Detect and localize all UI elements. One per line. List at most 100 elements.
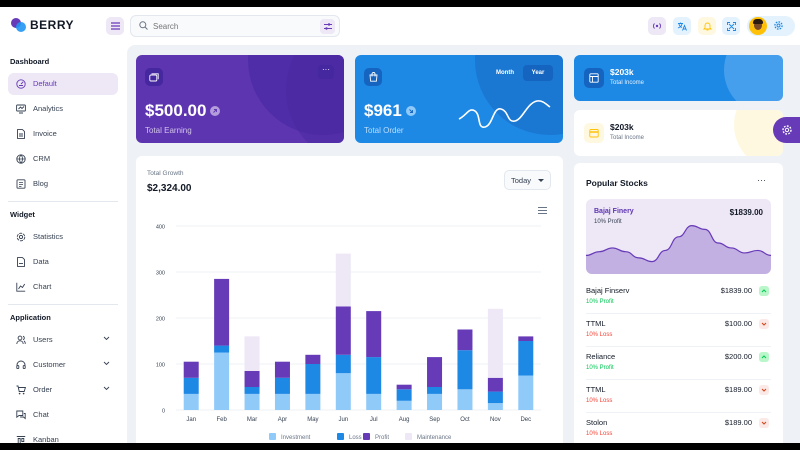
bar-segment-profit[interactable] (183, 361, 199, 378)
invoice-icon (17, 129, 25, 139)
popular-stocks-card: Popular Stocks ··· Bajaj Finery 10% Prof… (574, 163, 783, 443)
logo[interactable]: BERRY (10, 17, 74, 33)
bar-segment-maintenance[interactable] (335, 253, 351, 307)
crm-icon (16, 154, 26, 164)
sidebar-item-label: Default (33, 79, 57, 88)
bar-segment-investment[interactable] (366, 393, 382, 410)
chart-menu-button[interactable] (538, 207, 547, 216)
bar-segment-loss[interactable] (396, 389, 412, 401)
bar-segment-investment[interactable] (274, 393, 290, 410)
bar-segment-loss[interactable] (335, 354, 351, 374)
bar-segment-investment[interactable] (183, 393, 199, 410)
bar-segment-investment[interactable] (244, 393, 260, 410)
sidebar-item-users[interactable]: Users (8, 329, 118, 351)
bar-segment-loss[interactable] (487, 391, 503, 404)
bar-segment-loss[interactable] (214, 345, 230, 353)
logo-mark (10, 17, 26, 33)
sidebar-item-chart[interactable]: Chart (8, 276, 118, 298)
legend-label[interactable]: Maintenance (417, 435, 452, 441)
bar-segment-profit[interactable] (427, 357, 443, 387)
stock-name: TTML (586, 385, 606, 394)
avatar (749, 17, 767, 35)
stock-row[interactable]: TTML 10% Loss $189.00 (586, 380, 771, 413)
year-toggle-button[interactable]: Year (523, 65, 553, 81)
sidebar-item-invoice[interactable]: Invoice (8, 123, 118, 145)
sidebar-item-statistics[interactable]: Statistics (8, 226, 118, 248)
translate-icon (677, 22, 687, 31)
search-input[interactable] (153, 19, 313, 34)
bar-segment-loss[interactable] (518, 341, 534, 376)
bar-segment-profit[interactable] (518, 336, 534, 341)
stock-name: Bajaj Finserv (586, 286, 630, 295)
sidebar-item-crm[interactable]: CRM (8, 148, 118, 170)
users-icon (16, 335, 26, 345)
bar-segment-loss[interactable] (305, 364, 321, 394)
sidebar-item-customer[interactable]: Customer (8, 354, 118, 376)
stock-row[interactable]: Bajaj Finserv 10% Profit $1839.00 (586, 281, 771, 314)
notification-button[interactable] (698, 17, 716, 35)
bar-segment-investment[interactable] (518, 375, 534, 411)
sidebar-item-label: Customer (33, 360, 66, 369)
bar-segment-investment[interactable] (457, 389, 473, 410)
bar-segment-profit[interactable] (335, 306, 351, 355)
legend-swatch (405, 433, 412, 440)
bar-segment-profit[interactable] (396, 384, 412, 390)
bar-segment-loss[interactable] (366, 357, 382, 394)
stock-row[interactable]: TTML 10% Loss $100.00 (586, 314, 771, 347)
income-label: Total Income (610, 135, 645, 141)
sidebar-item-kanban[interactable]: Kanban (8, 429, 118, 443)
sidebar-item-analytics[interactable]: Analytics (8, 98, 118, 120)
live-button[interactable] (648, 17, 666, 35)
period-select[interactable]: Today (504, 170, 551, 190)
featured-stock[interactable]: Bajaj Finery 10% Profit $1839.00 (586, 199, 771, 274)
storefront-icon (589, 129, 599, 138)
sidebar-item-data[interactable]: Data (8, 251, 118, 273)
stock-row[interactable]: Reliance 10% Profit $200.00 (586, 347, 771, 380)
bar-segment-maintenance[interactable] (487, 308, 503, 378)
bar-segment-loss[interactable] (244, 387, 260, 394)
bar-segment-profit[interactable] (274, 361, 290, 378)
stock-row[interactable]: Stolon 10% Loss $189.00 (586, 413, 771, 443)
language-button[interactable] (673, 17, 691, 35)
bar-segment-profit[interactable] (244, 370, 260, 387)
income-tile-icon (584, 68, 604, 88)
sidebar-item-default[interactable]: Default (8, 73, 118, 95)
legend-label[interactable]: Profit (375, 435, 389, 441)
bar-segment-profit[interactable] (366, 311, 382, 358)
bar-segment-investment[interactable] (487, 403, 503, 410)
sidebar-item-label: Analytics (33, 104, 64, 113)
profile-button[interactable] (747, 16, 795, 36)
bar-segment-profit[interactable] (487, 377, 503, 392)
blog-icon (16, 179, 26, 189)
bar-segment-investment[interactable] (396, 400, 412, 410)
bar-segment-investment[interactable] (335, 373, 351, 410)
bar-segment-profit[interactable] (214, 278, 230, 346)
fullscreen-button[interactable] (722, 17, 740, 35)
bar-segment-investment[interactable] (305, 393, 321, 410)
earning-label: Total Earning (145, 126, 192, 135)
bar-segment-loss[interactable] (427, 387, 443, 394)
bar-segment-profit[interactable] (457, 329, 473, 351)
sidebar-divider (8, 201, 118, 202)
bar-segment-profit[interactable] (305, 354, 321, 364)
bar-segment-loss[interactable] (183, 377, 199, 394)
sidebar-item-chat[interactable]: Chat (8, 404, 118, 426)
legend-label[interactable]: Loss (349, 435, 362, 441)
menu-toggle-button[interactable] (106, 17, 124, 35)
bar-segment-loss[interactable] (457, 350, 473, 390)
month-toggle-button[interactable]: Month (496, 70, 514, 76)
customize-fab[interactable] (773, 117, 800, 143)
search-filter-button[interactable] (320, 19, 335, 34)
bar-segment-investment[interactable] (214, 352, 230, 411)
stocks-more-button[interactable]: ··· (757, 175, 766, 185)
earning-more-button[interactable]: ··· (318, 65, 334, 79)
bar-segment-loss[interactable] (274, 377, 290, 394)
growth-label: Total Growth (147, 170, 184, 177)
stock-name: TTML (586, 319, 606, 328)
sidebar-item-order[interactable]: Order (8, 379, 118, 401)
bar-segment-maintenance[interactable] (244, 336, 260, 371)
bar-segment-investment[interactable] (427, 393, 443, 410)
sidebar-item-blog[interactable]: Blog (8, 173, 118, 195)
earning-tile-icon (145, 68, 163, 86)
legend-label[interactable]: Investment (281, 435, 311, 441)
